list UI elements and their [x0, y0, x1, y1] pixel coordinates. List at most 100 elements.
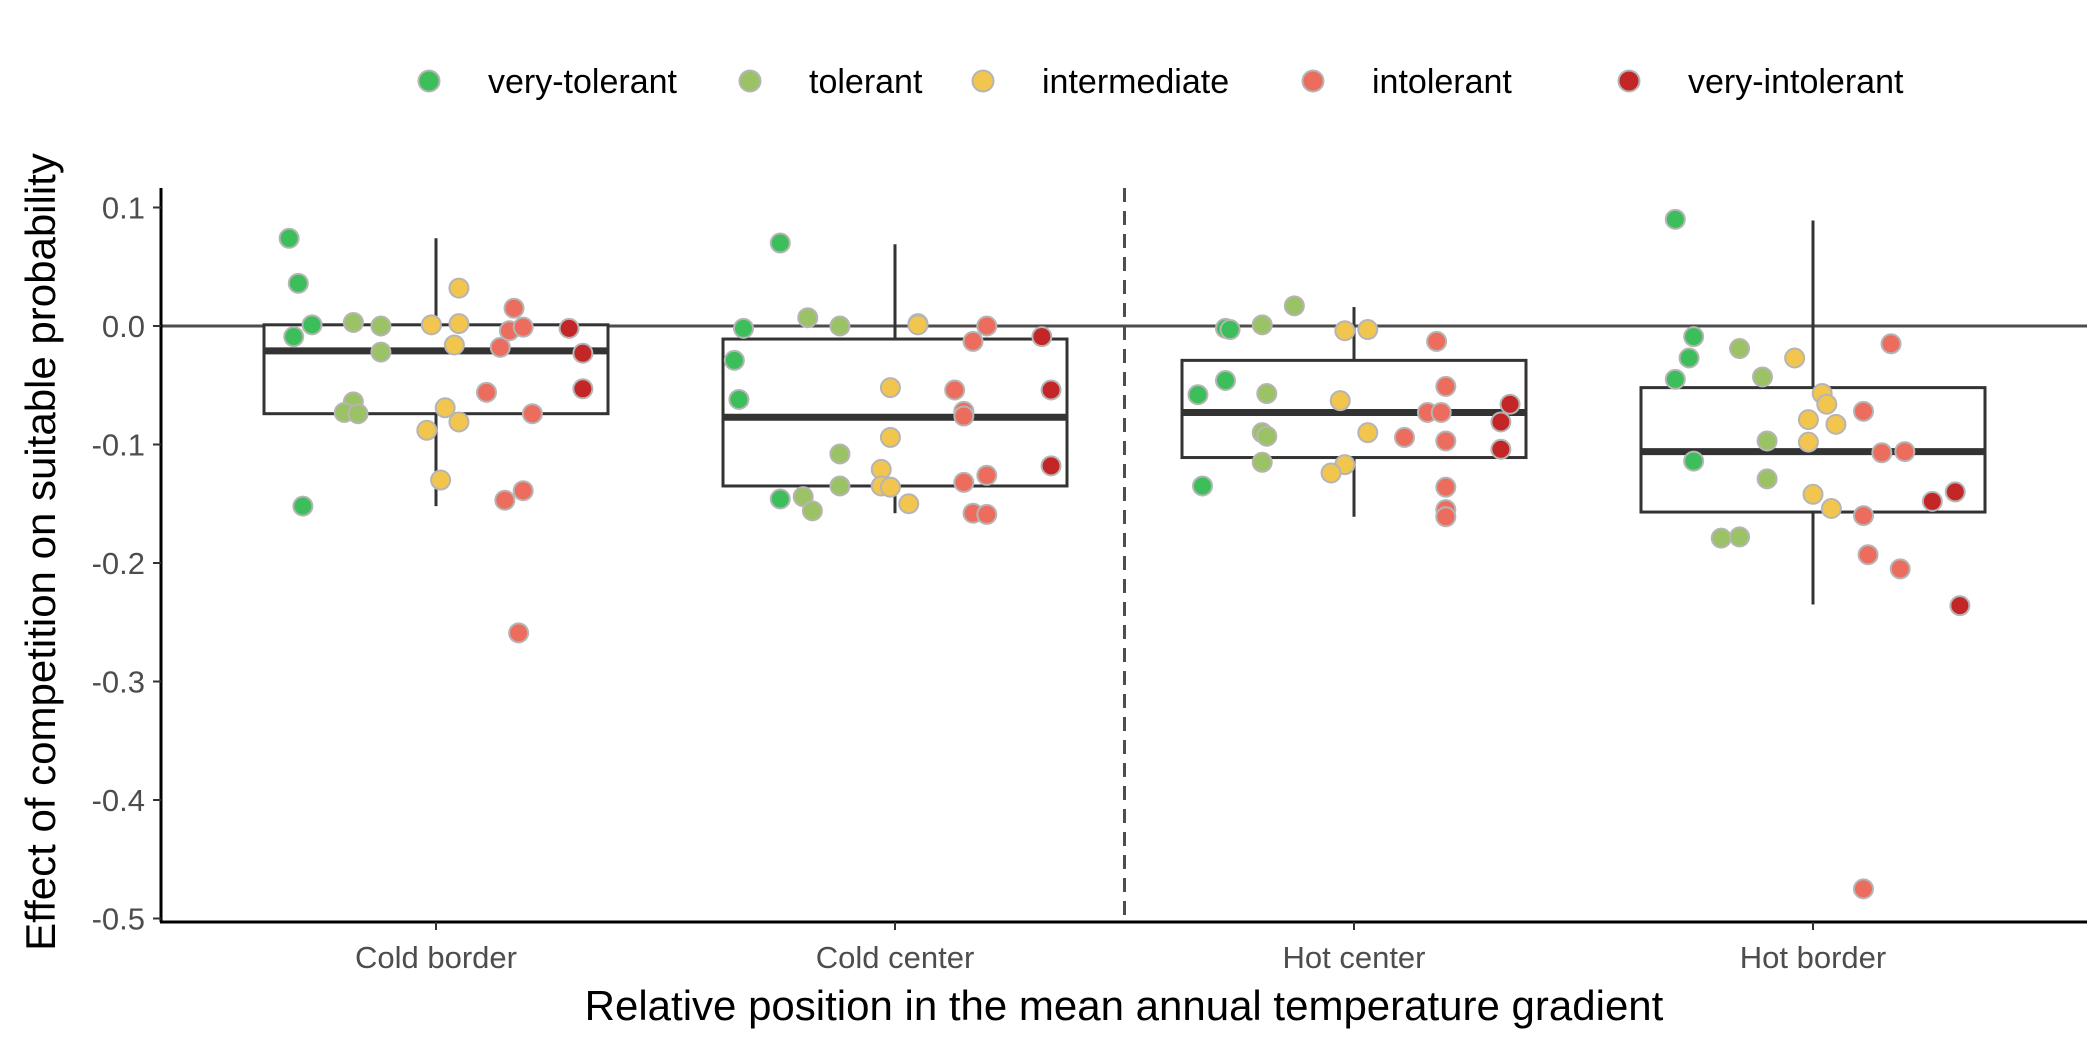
- data-point-intermediate: [1802, 483, 1824, 505]
- x-tick-label: Hot border: [1740, 940, 1886, 975]
- legend-item-intolerant: intolerant: [1301, 63, 1512, 101]
- data-point-intolerant: [976, 315, 998, 337]
- y-tick-label: -0.2: [92, 546, 145, 581]
- data-point-very-tolerant: [728, 388, 750, 410]
- y-axis-title: Effect of competition on suitable probab…: [17, 153, 64, 951]
- legend-label: very-intolerant: [1688, 63, 1904, 101]
- data-point-very-intolerant: [1949, 595, 1971, 617]
- data-point-very-tolerant: [769, 488, 791, 510]
- data-point-intolerant: [494, 489, 516, 511]
- data-point-very-intolerant: [572, 378, 594, 400]
- legend-swatch: [971, 69, 995, 93]
- data-point-very-tolerant: [287, 272, 309, 294]
- data-point-intolerant: [1880, 333, 1902, 355]
- box-iqr: [721, 337, 1069, 488]
- data-point-very-tolerant: [1664, 208, 1686, 230]
- data-point-intermediate: [1816, 393, 1838, 415]
- y-tick-label: -0.5: [92, 902, 145, 937]
- data-point-intermediate: [443, 334, 465, 356]
- legend-swatch: [417, 69, 441, 93]
- data-point-intolerant: [976, 464, 998, 486]
- y-tick-label: -0.3: [92, 665, 145, 700]
- box-iqr: [262, 323, 610, 416]
- data-point-intermediate: [1784, 347, 1806, 369]
- y-tick-label: 0.1: [102, 191, 145, 226]
- data-point-intermediate: [434, 397, 456, 419]
- data-point-intermediate: [430, 469, 452, 491]
- data-point-very-tolerant: [1683, 450, 1705, 472]
- data-point-tolerant: [347, 403, 369, 425]
- data-point-intolerant: [1852, 400, 1874, 422]
- data-point-very-intolerant: [1921, 490, 1943, 512]
- data-point-very-intolerant: [1944, 481, 1966, 503]
- data-point-intermediate: [907, 314, 929, 336]
- data-point-very-intolerant: [1040, 455, 1062, 477]
- data-point-very-intolerant: [1490, 411, 1512, 433]
- data-point-intolerant: [1852, 878, 1874, 900]
- x-tick-label: Hot center: [1282, 940, 1425, 975]
- boxes-layer: [262, 220, 1987, 605]
- data-point-intermediate: [1825, 413, 1847, 435]
- x-axis-title: Relative position in the mean annual tem…: [585, 982, 1664, 1029]
- data-point-tolerant: [1756, 468, 1778, 490]
- data-point-very-tolerant: [733, 317, 755, 339]
- boxplot: [721, 244, 1069, 514]
- legend-swatch: [1617, 69, 1641, 93]
- data-point-intolerant: [1894, 441, 1916, 463]
- data-point-tolerant: [1256, 383, 1278, 405]
- data-point-intermediate: [879, 426, 901, 448]
- data-point-tolerant: [1256, 425, 1278, 447]
- data-point-intolerant: [1393, 426, 1415, 448]
- legend-item-very-tolerant: very-tolerant: [417, 63, 678, 101]
- data-point-intolerant: [503, 297, 525, 319]
- data-point-intolerant: [1889, 558, 1911, 580]
- data-point-intolerant: [944, 379, 966, 401]
- axes-layer: 0.1 0.0 -0.1 -0.2 -0.3 -0.4 -0.5 Cold border Col…: [92, 188, 2087, 975]
- legend-label: intolerant: [1372, 63, 1512, 101]
- legend-label: very-tolerant: [488, 63, 678, 101]
- data-point-intermediate: [1357, 422, 1379, 444]
- data-point-intolerant: [1871, 442, 1893, 464]
- data-point-tolerant: [1283, 295, 1305, 317]
- data-point-very-tolerant: [1664, 368, 1686, 390]
- data-point-intermediate: [416, 419, 438, 441]
- data-point-intermediate: [1797, 431, 1819, 453]
- data-point-very-tolerant: [1219, 319, 1241, 341]
- data-point-intermediate: [448, 411, 470, 433]
- y-tick-label: 0.0: [102, 309, 145, 344]
- boxplot: [1180, 307, 1528, 517]
- data-point-tolerant: [1710, 527, 1732, 549]
- legend-item-very-intolerant: very-intolerant: [1617, 63, 1904, 101]
- y-tick-label: -0.4: [92, 783, 145, 818]
- data-point-intolerant: [489, 336, 511, 358]
- data-point-very-intolerant: [1490, 438, 1512, 460]
- data-point-very-intolerant: [1040, 379, 1062, 401]
- data-point-tolerant: [1752, 366, 1774, 388]
- data-point-intermediate: [1334, 320, 1356, 342]
- data-point-intermediate: [898, 493, 920, 515]
- data-point-intolerant: [1852, 505, 1874, 527]
- data-point-intermediate: [879, 377, 901, 399]
- data-point-intolerant: [1435, 375, 1457, 397]
- data-point-intolerant: [953, 471, 975, 493]
- data-point-very-tolerant: [1214, 370, 1236, 392]
- data-point-intermediate: [448, 277, 470, 299]
- data-point-intermediate: [1797, 409, 1819, 431]
- data-point-tolerant: [1251, 451, 1273, 473]
- data-point-intolerant: [1430, 402, 1452, 424]
- legend: very-tolerant tolerant intermediate intoler…: [417, 63, 1904, 101]
- data-point-very-tolerant: [1678, 347, 1700, 369]
- data-point-very-tolerant: [283, 326, 305, 348]
- legend-swatch: [738, 69, 762, 93]
- data-point-very-intolerant: [572, 342, 594, 364]
- data-point-intermediate: [879, 476, 901, 498]
- x-tick-label: Cold border: [355, 940, 517, 975]
- data-point-intolerant: [1857, 544, 1879, 566]
- data-point-intermediate: [420, 314, 442, 336]
- legend-label: intermediate: [1042, 63, 1229, 101]
- data-point-tolerant: [829, 475, 851, 497]
- data-point-intolerant: [512, 316, 534, 338]
- plot-area: [161, 188, 2087, 922]
- data-point-intolerant: [475, 381, 497, 403]
